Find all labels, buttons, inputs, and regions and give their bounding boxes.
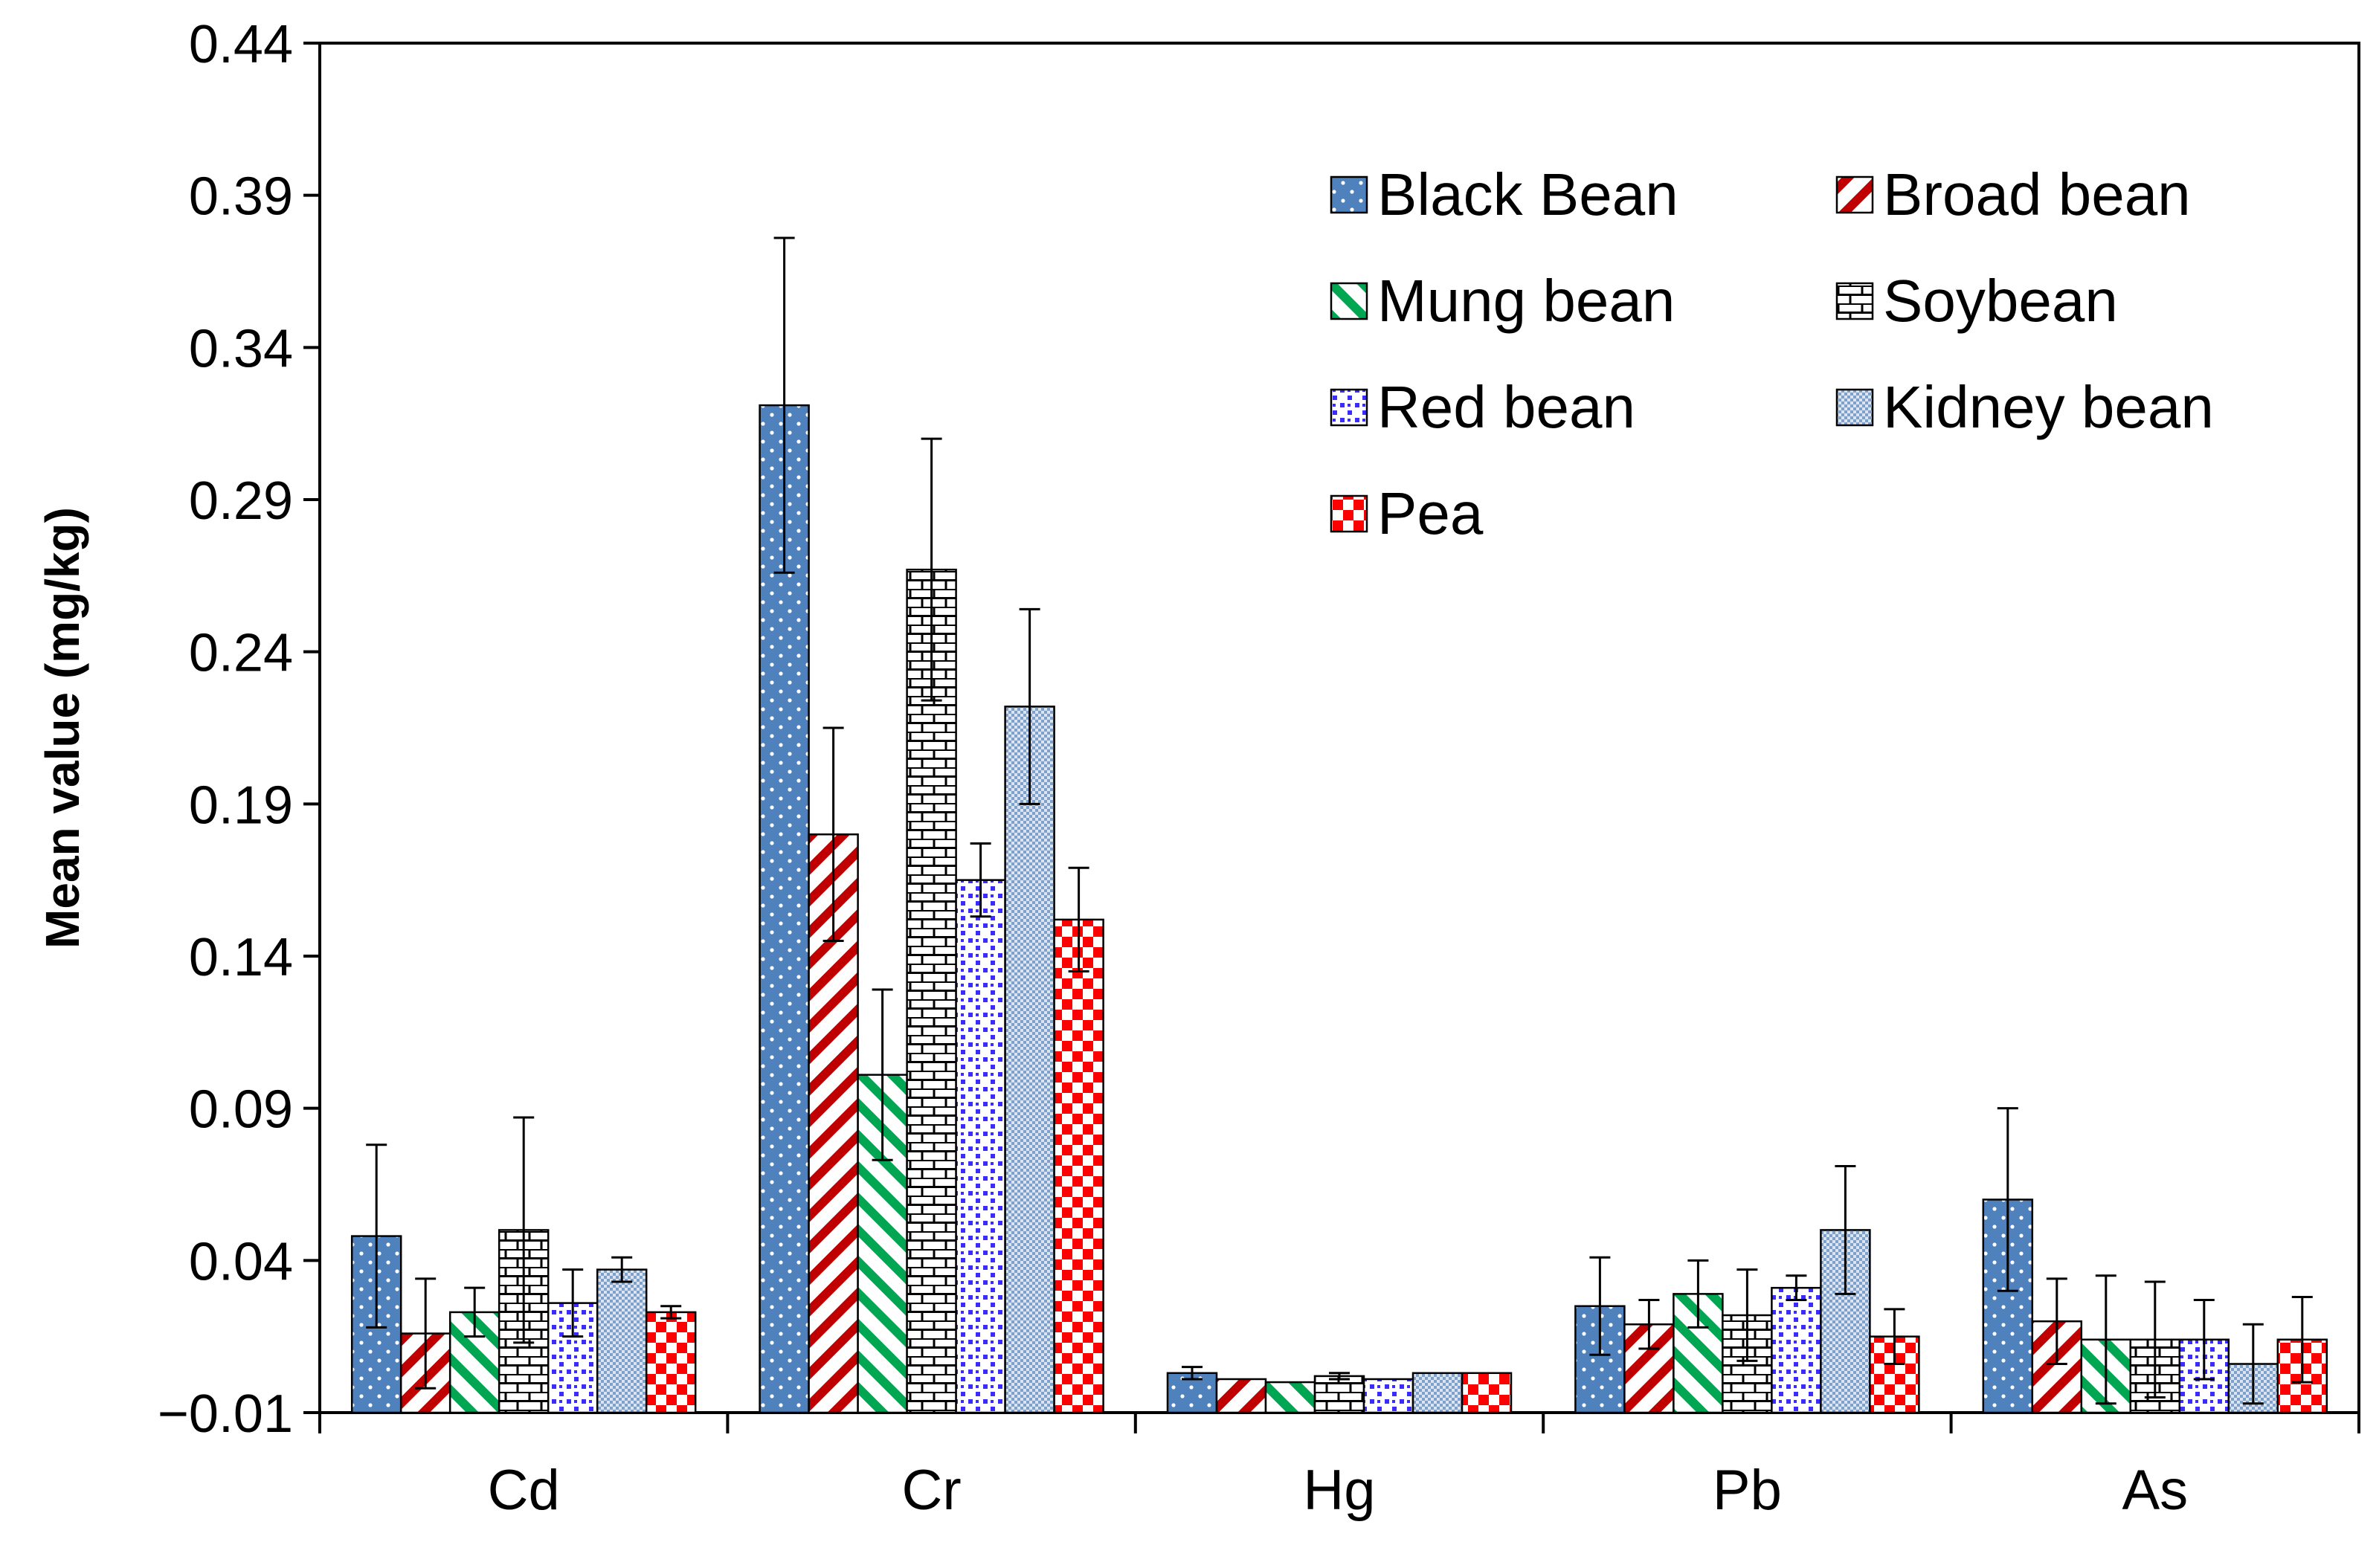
y-tick-label: −0.01: [158, 1384, 293, 1444]
bar: [1982, 1198, 2034, 1414]
y-tick-label: 0.44: [189, 15, 293, 74]
y-axis-title: Mean value (mg/kg): [36, 507, 89, 949]
x-tick-label: As: [2122, 1459, 2188, 1522]
bar: [645, 1311, 697, 1414]
bar: [1053, 918, 1104, 1414]
x-tick-label: Hg: [1303, 1459, 1375, 1522]
bar: [596, 1268, 648, 1414]
bar: [1411, 1372, 1464, 1414]
x-tick-label: Cd: [488, 1459, 560, 1522]
legend-swatch: [1330, 494, 1368, 533]
y-tick-label: 0.19: [189, 775, 293, 835]
legend-swatch: [1835, 282, 1874, 320]
legend-label: Red bean: [1377, 374, 1635, 440]
bar: [1264, 1381, 1316, 1414]
y-tick-label: 0.34: [189, 319, 293, 378]
bar: [1771, 1286, 1822, 1414]
legend-swatch: [1330, 175, 1368, 214]
legend-label: Pea: [1377, 480, 1484, 546]
legend-label: Broad bean: [1883, 161, 2191, 228]
legend-swatch: [1835, 388, 1874, 427]
bar: [1673, 1293, 1724, 1414]
bar: [1004, 706, 1055, 1414]
legend-label: Soybean: [1883, 268, 2118, 334]
plot-area-border: [318, 42, 2360, 1414]
legend-label: Mung bean: [1377, 268, 1675, 334]
bar: [1461, 1372, 1513, 1414]
y-tick-label: 0.24: [189, 624, 293, 683]
y-tick-label: 0.04: [189, 1232, 293, 1291]
bar: [955, 879, 1006, 1414]
legend-label: Black Bean: [1377, 161, 1678, 228]
x-tick-label: Pb: [1713, 1459, 1782, 1522]
legend-swatch: [1835, 175, 1874, 214]
bar: [1362, 1378, 1414, 1414]
bar: [1215, 1378, 1267, 1414]
bar: [547, 1302, 599, 1414]
y-tick-label: 0.09: [189, 1080, 293, 1140]
legend-swatch: [1330, 282, 1368, 320]
bar: [906, 568, 957, 1414]
bar: [1313, 1375, 1365, 1414]
legend-swatch: [1330, 388, 1368, 427]
y-tick-label: 0.14: [189, 928, 293, 987]
y-tick-label: 0.39: [189, 167, 293, 227]
y-tick-label: 0.29: [189, 471, 293, 531]
legend-label: Kidney bean: [1883, 374, 2214, 440]
x-tick-label: Cr: [901, 1459, 961, 1522]
